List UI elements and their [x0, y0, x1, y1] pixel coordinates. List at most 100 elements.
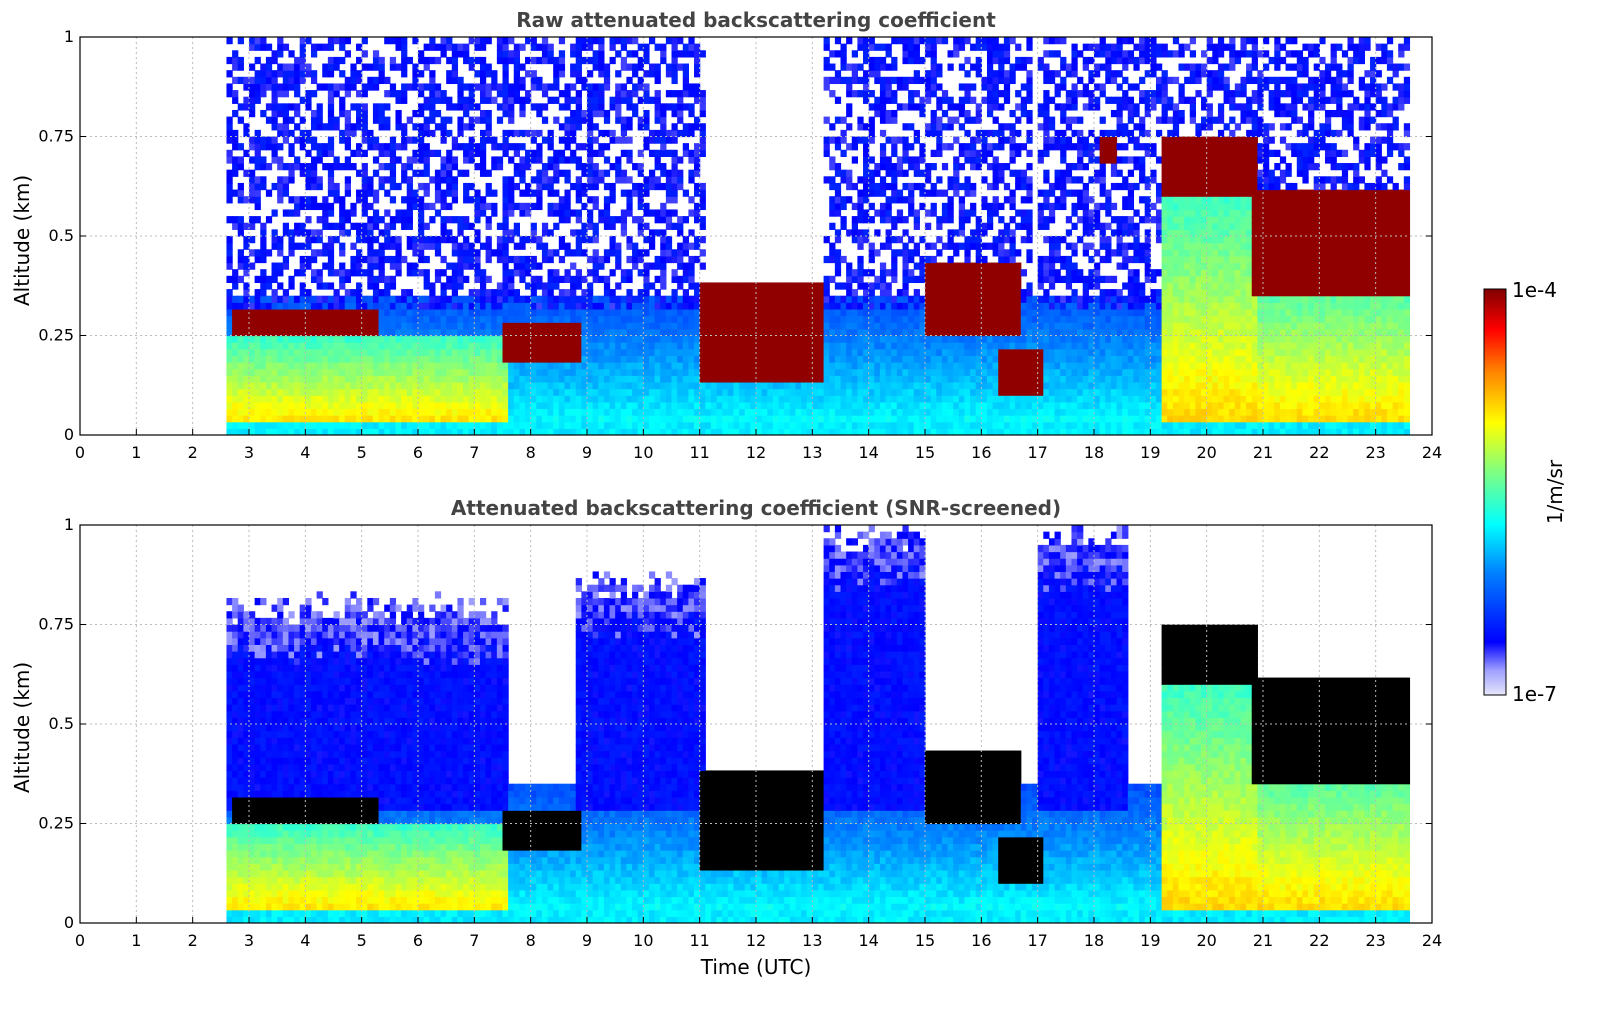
heatmap-cell — [682, 63, 689, 71]
heatmap-cell — [496, 56, 504, 65]
heatmap-cell — [592, 355, 599, 363]
heatmap-cell — [513, 269, 520, 277]
heatmap-cell — [418, 169, 425, 177]
heatmap-cell — [294, 56, 301, 65]
heatmap-cell — [434, 421, 442, 429]
heatmap-cell — [401, 395, 408, 403]
heatmap-cell — [592, 196, 599, 204]
heatmap-cell — [237, 302, 244, 310]
heatmap-cell — [801, 368, 808, 376]
heatmap-cell — [254, 275, 261, 284]
heatmap-cell — [637, 408, 644, 416]
heatmap-cell — [457, 342, 464, 350]
heatmap-cell — [643, 395, 650, 403]
heatmap-cell — [716, 368, 723, 376]
heatmap-cell — [879, 96, 887, 104]
heatmap-cell — [575, 395, 582, 403]
heatmap-cell — [502, 149, 509, 157]
heatmap-cell — [429, 421, 436, 429]
heatmap-cell — [812, 302, 819, 310]
heatmap-cell — [282, 348, 290, 356]
heatmap-cell — [851, 63, 858, 71]
heatmap-cell — [925, 176, 932, 184]
heatmap-cell — [603, 216, 611, 224]
heatmap-cell — [434, 109, 442, 118]
heatmap-cell — [863, 395, 870, 403]
heatmap-cell — [919, 156, 926, 164]
heatmap-cell — [784, 308, 791, 317]
heatmap-cell — [553, 335, 560, 343]
heatmap-cell — [406, 335, 413, 343]
heatmap-cell — [879, 308, 887, 317]
heatmap-cell — [902, 381, 909, 390]
heatmap-cell — [699, 103, 706, 111]
heatmap-cell — [620, 129, 628, 138]
heatmap-cell — [919, 169, 926, 177]
heatmap-cell — [429, 348, 436, 356]
heatmap-cell — [299, 70, 306, 78]
heatmap-cell — [564, 143, 571, 151]
heatmap-cell — [260, 408, 267, 416]
heatmap-cell — [254, 335, 261, 343]
heatmap-cell — [418, 348, 425, 356]
heatmap-cell — [294, 63, 301, 71]
heatmap-cell — [587, 90, 594, 98]
heatmap-cell — [372, 315, 380, 323]
heatmap-cell — [401, 328, 408, 337]
heatmap-cell — [564, 176, 571, 184]
heatmap-cell — [688, 156, 695, 164]
heatmap-cell — [722, 335, 729, 343]
heatmap-cell — [744, 408, 751, 416]
heatmap-cell — [744, 415, 751, 423]
heatmap-cell — [857, 315, 864, 323]
heatmap-cell — [722, 282, 729, 290]
heatmap-cell — [389, 176, 397, 184]
heatmap-cell — [654, 176, 661, 184]
heatmap-cell — [401, 308, 408, 317]
heatmap-cell — [817, 415, 825, 423]
heatmap-cell — [434, 90, 442, 98]
heatmap-cell — [327, 90, 335, 98]
heatmap-cell — [395, 302, 402, 310]
heatmap-cell — [344, 189, 351, 197]
heatmap-cell — [463, 242, 470, 250]
heatmap-cell — [671, 50, 678, 58]
heatmap-cell — [339, 249, 346, 257]
heatmap-cell — [648, 302, 656, 310]
heatmap-cell — [581, 395, 588, 403]
heatmap-cell — [682, 123, 689, 131]
heatmap-cell — [277, 395, 284, 403]
heatmap-cell — [440, 156, 447, 164]
heatmap-cell — [710, 342, 718, 350]
heatmap-cell — [575, 37, 582, 45]
heatmap-cell — [333, 156, 340, 164]
heatmap-cell — [874, 209, 881, 217]
heatmap-cell — [587, 176, 594, 184]
heatmap-cell — [913, 415, 920, 423]
heatmap-cell — [249, 302, 256, 310]
heatmap-cell — [564, 355, 571, 363]
heatmap-cell — [581, 295, 588, 303]
heatmap-cell — [406, 289, 413, 297]
heatmap-cell — [536, 109, 543, 118]
heatmap-cell — [750, 348, 757, 356]
heatmap-cell — [750, 375, 757, 383]
heatmap-cell — [457, 282, 464, 290]
heatmap-cell — [598, 395, 605, 403]
heatmap-cell — [891, 335, 898, 343]
heatmap-cell — [570, 109, 577, 118]
heatmap-cell — [558, 415, 566, 423]
heatmap-cell — [530, 322, 537, 330]
heatmap-cell — [299, 375, 306, 383]
heatmap-cell — [378, 242, 385, 250]
heatmap-cell — [761, 282, 768, 290]
heatmap-cell — [305, 242, 312, 250]
heatmap-cell — [795, 295, 802, 303]
heatmap-cell — [710, 362, 718, 370]
heatmap-cell — [232, 328, 239, 337]
heatmap-cell — [322, 415, 329, 423]
heatmap-cell — [829, 242, 836, 250]
heatmap-cell — [930, 428, 937, 435]
heatmap-cell — [384, 335, 391, 343]
heatmap-cell — [249, 136, 256, 144]
